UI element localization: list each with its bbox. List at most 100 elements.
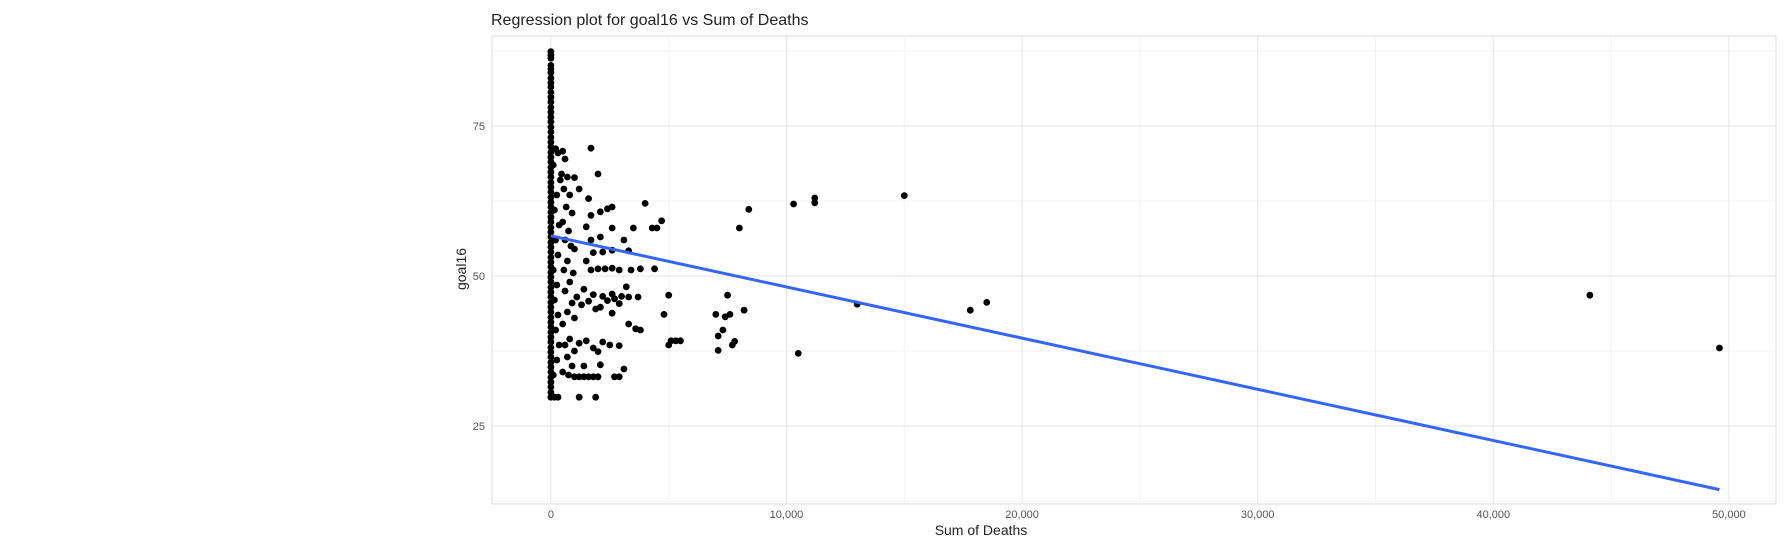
data-point: [599, 248, 607, 256]
data-point: [547, 278, 555, 286]
data-point: [582, 337, 590, 345]
data-point: [547, 118, 555, 126]
data-point: [554, 311, 562, 319]
data-point: [547, 284, 555, 291]
data-point: [571, 373, 578, 381]
data-point: [794, 350, 802, 357]
data-point: [582, 257, 590, 265]
data-point: [547, 248, 555, 256]
y-tick-label: 75: [473, 121, 485, 133]
data-point: [740, 306, 748, 314]
data-point: [565, 227, 572, 235]
data-point: [596, 208, 604, 216]
regression-line-group: [550, 234, 1720, 492]
data-point: [547, 383, 555, 391]
y-tick-label: 25: [473, 421, 485, 433]
data-point: [580, 362, 588, 370]
data-point: [547, 153, 555, 161]
data-point: [554, 393, 562, 401]
data-point: [578, 301, 585, 309]
data-point: [608, 224, 616, 232]
data-point: [547, 69, 555, 76]
data-point: [551, 296, 558, 304]
data-point: [575, 393, 583, 401]
data-point: [563, 308, 571, 316]
data-point: [547, 54, 555, 62]
data-point: [547, 89, 555, 96]
data-point: [559, 368, 567, 376]
data-point: [547, 213, 555, 221]
data-point: [608, 290, 616, 298]
data-point: [566, 335, 574, 343]
data-point: [585, 297, 592, 305]
data-point: [547, 188, 555, 196]
data-point: [648, 224, 656, 232]
data-point: [587, 144, 595, 152]
data-point: [547, 149, 555, 156]
data-point: [596, 361, 604, 369]
data-point: [615, 342, 623, 349]
data-point: [587, 236, 595, 244]
data-point: [625, 320, 633, 328]
data-point: [615, 300, 623, 307]
data-point: [660, 311, 668, 318]
data-point: [677, 337, 684, 345]
data-point: [561, 287, 569, 295]
data-point: [547, 74, 555, 82]
data-point: [547, 83, 555, 91]
data-point: [547, 344, 555, 351]
data-point: [553, 281, 561, 289]
data-point: [571, 245, 578, 253]
data-point: [599, 293, 607, 300]
data-point: [547, 243, 555, 251]
data-point: [560, 266, 568, 274]
data-point: [575, 185, 583, 193]
data-point: [712, 311, 720, 318]
data-point: [599, 338, 607, 346]
data-point: [625, 293, 633, 301]
data-point: [580, 373, 588, 381]
regression-line: [550, 234, 1720, 492]
data-point: [547, 93, 555, 101]
data-point: [983, 299, 991, 306]
data-point: [594, 348, 602, 355]
data-point: [719, 326, 727, 334]
data-point: [547, 348, 555, 356]
data-point: [665, 291, 673, 299]
data-point: [547, 198, 555, 206]
data-point: [726, 311, 734, 318]
data-point: [594, 170, 602, 178]
data-point: [565, 371, 572, 379]
data-point: [811, 194, 819, 202]
data-point: [672, 337, 680, 345]
data-point: [667, 337, 675, 345]
data-point: [549, 161, 557, 169]
data-point: [563, 257, 571, 265]
data-point: [547, 113, 555, 121]
data-point: [587, 212, 595, 219]
x-tick-label: 0: [548, 509, 554, 521]
data-point: [547, 378, 555, 386]
data-point: [547, 123, 555, 131]
data-point: [547, 363, 555, 371]
data-point: [554, 251, 562, 259]
data-point: [637, 265, 644, 273]
data-point: [552, 326, 560, 334]
data-point: [549, 266, 557, 274]
data-point: [547, 314, 555, 321]
data-point: [606, 341, 614, 349]
x-tick-label: 40,000: [1476, 509, 1510, 521]
data-point: [547, 134, 555, 141]
data-point: [601, 265, 609, 273]
data-point: [547, 218, 555, 226]
y-tick-label: 50: [473, 271, 485, 283]
chart-title: Regression plot for goal16 vs Sum of Dea…: [491, 12, 809, 29]
data-point: [547, 338, 555, 346]
data-point: [790, 200, 797, 208]
x-axis-label: Sum of Deaths: [935, 522, 1028, 538]
data-point: [651, 265, 658, 273]
data-point: [547, 353, 555, 361]
x-tick-label: 50,000: [1712, 509, 1746, 521]
scatter-points: [547, 48, 1723, 401]
